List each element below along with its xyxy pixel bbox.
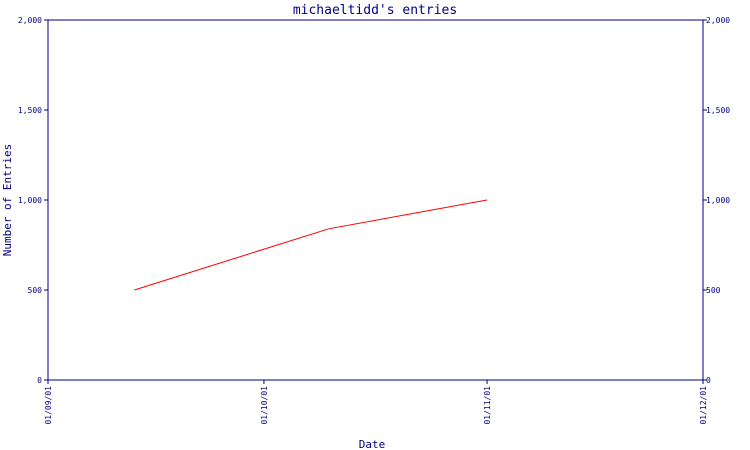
- y-tick-label-left: 500: [28, 286, 43, 295]
- x-tick-label: 01/12/01: [699, 386, 708, 425]
- y-tick-label-right: 1,000: [706, 196, 730, 205]
- x-tick-label: 01/11/01: [483, 386, 492, 425]
- y-tick-label-left: 1,500: [18, 106, 42, 115]
- series-layer: [134, 199, 488, 291]
- y-tick-label-right: 1,500: [706, 106, 730, 115]
- y-tick-label-left: 0: [37, 376, 42, 385]
- y-tick-label-right: 0: [706, 376, 711, 385]
- y-axis-left: 0 500 1,000 1,500 2,000: [18, 16, 48, 385]
- y-axis-label: Number of Entries: [1, 144, 14, 257]
- y-tick-label-right: 2,000: [706, 16, 730, 25]
- y-tick-label-right: 500: [706, 286, 721, 295]
- x-axis-label: Date: [359, 438, 386, 450]
- y-tick-label-left: 1,000: [18, 196, 42, 205]
- y-axis-right: 0 500 1,000 1,500 2,000: [703, 16, 730, 385]
- chart-title: michaeltidd's entries: [293, 3, 457, 18]
- plot-area: [47, 19, 704, 381]
- y-tick-label-left: 2,000: [18, 16, 42, 25]
- series-line: [134, 199, 488, 291]
- x-axis: 01/09/01 01/10/01 01/11/01 01/12/01: [44, 380, 708, 425]
- x-tick-label: 01/10/01: [260, 386, 269, 425]
- x-tick-label: 01/09/01: [44, 386, 53, 425]
